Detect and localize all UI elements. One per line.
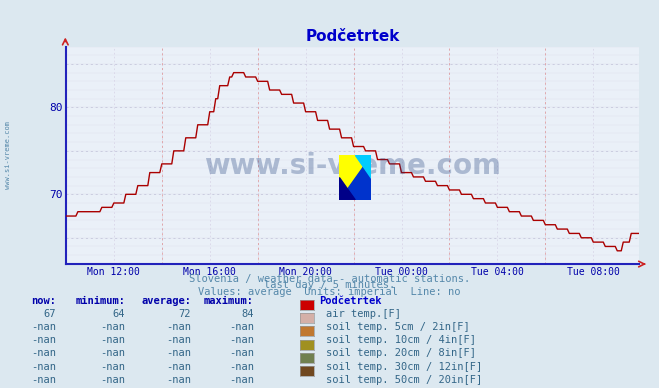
Text: soil temp. 10cm / 4in[F]: soil temp. 10cm / 4in[F] [326, 335, 476, 345]
Polygon shape [339, 155, 371, 200]
Text: 72: 72 [179, 309, 191, 319]
Text: -nan: -nan [229, 362, 254, 372]
Text: -nan: -nan [31, 375, 56, 385]
Text: -nan: -nan [31, 322, 56, 332]
Text: -nan: -nan [100, 335, 125, 345]
Text: 84: 84 [241, 309, 254, 319]
Text: www.si-vreme.com: www.si-vreme.com [204, 152, 501, 180]
Text: -nan: -nan [229, 322, 254, 332]
Text: air temp.[F]: air temp.[F] [326, 309, 401, 319]
Text: maximum:: maximum: [204, 296, 254, 306]
Text: 64: 64 [113, 309, 125, 319]
Text: -nan: -nan [166, 375, 191, 385]
Text: Values: average  Units: imperial  Line: no: Values: average Units: imperial Line: no [198, 287, 461, 297]
Text: -nan: -nan [229, 335, 254, 345]
Text: now:: now: [31, 296, 56, 306]
Text: Slovenia / weather data - automatic stations.: Slovenia / weather data - automatic stat… [189, 274, 470, 284]
Text: soil temp. 20cm / 8in[F]: soil temp. 20cm / 8in[F] [326, 348, 476, 359]
Text: -nan: -nan [31, 335, 56, 345]
Text: last day / 5 minutes.: last day / 5 minutes. [264, 280, 395, 290]
Text: -nan: -nan [100, 348, 125, 359]
Text: soil temp. 5cm / 2in[F]: soil temp. 5cm / 2in[F] [326, 322, 470, 332]
Text: 67: 67 [43, 309, 56, 319]
Polygon shape [339, 178, 355, 200]
Title: Podčetrtek: Podčetrtek [305, 29, 400, 44]
Text: soil temp. 50cm / 20in[F]: soil temp. 50cm / 20in[F] [326, 375, 482, 385]
Text: -nan: -nan [166, 362, 191, 372]
Text: -nan: -nan [31, 348, 56, 359]
Text: minimum:: minimum: [75, 296, 125, 306]
Text: soil temp. 30cm / 12in[F]: soil temp. 30cm / 12in[F] [326, 362, 482, 372]
Polygon shape [339, 155, 371, 200]
Text: Podčetrtek: Podčetrtek [320, 296, 382, 306]
Text: -nan: -nan [166, 348, 191, 359]
Polygon shape [355, 155, 371, 178]
Text: www.si-vreme.com: www.si-vreme.com [5, 121, 11, 189]
Text: -nan: -nan [100, 362, 125, 372]
Text: -nan: -nan [229, 348, 254, 359]
Text: -nan: -nan [166, 322, 191, 332]
Text: -nan: -nan [229, 375, 254, 385]
Text: -nan: -nan [31, 362, 56, 372]
Text: -nan: -nan [166, 335, 191, 345]
Text: average:: average: [141, 296, 191, 306]
Text: -nan: -nan [100, 375, 125, 385]
Text: -nan: -nan [100, 322, 125, 332]
